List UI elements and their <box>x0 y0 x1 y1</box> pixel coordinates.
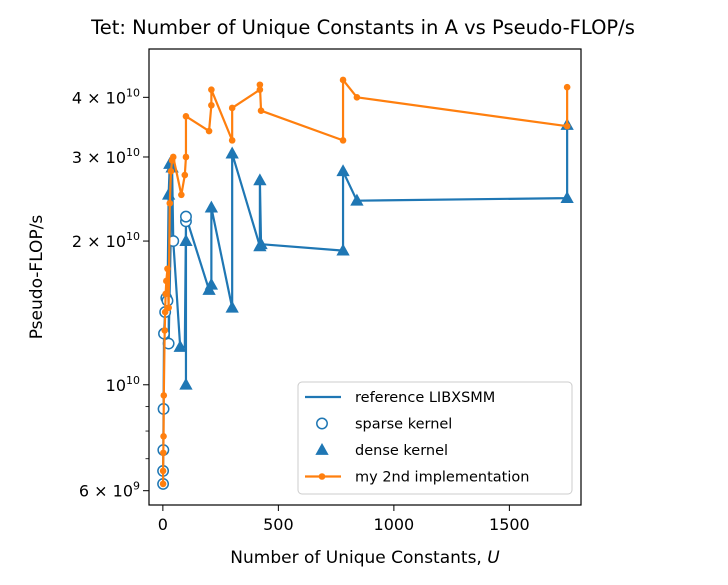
implementation-point <box>178 191 185 199</box>
implementation-point <box>339 137 347 144</box>
legend: reference LIBXSMM sparse kernel dense kern… <box>297 381 573 495</box>
dense-point <box>336 243 350 256</box>
axes-frame <box>148 48 582 506</box>
dense-point <box>204 277 219 290</box>
implementation-point <box>208 86 215 93</box>
y-tick-label: 3 × 1010 <box>72 146 140 167</box>
implementation-point <box>182 113 190 120</box>
implementation-point <box>159 480 167 488</box>
implementation-point <box>165 304 172 312</box>
implementation-point <box>167 167 175 175</box>
x-tick-label: 500 <box>263 515 294 534</box>
dense-point <box>225 146 239 159</box>
implementation-point <box>161 327 169 334</box>
implementation-point <box>208 101 215 109</box>
implementation-point <box>160 392 168 399</box>
implementation-point <box>563 83 571 91</box>
series-layer <box>157 76 574 490</box>
implementation-point <box>162 290 169 298</box>
dense-point <box>350 193 364 206</box>
dense-point <box>204 200 219 213</box>
y-tick-label: 4 × 1010 <box>72 86 140 107</box>
x-axis: 0 500 1000 1500 <box>158 505 530 534</box>
dense-point <box>225 300 239 313</box>
y-tick-label: 1010 <box>106 374 140 395</box>
dense-point <box>254 237 268 250</box>
implementation-point <box>160 432 167 440</box>
implementation-point <box>228 137 236 144</box>
sparse-point <box>180 210 192 223</box>
implementation-point <box>164 265 171 273</box>
implementation-point <box>563 122 571 130</box>
legend-box <box>297 381 573 495</box>
dense-point <box>336 164 350 177</box>
dense-point <box>253 173 267 186</box>
x-tick-label: 1500 <box>489 515 530 534</box>
y-tick-label: 6 × 109 <box>79 480 140 501</box>
dense-point <box>179 234 193 246</box>
legend-label: dense kernel <box>355 443 448 459</box>
legend-dot-swatch <box>318 473 326 480</box>
implementation-point <box>256 81 264 89</box>
x-axis-label-text: Number of Unique Constants, <box>230 548 487 568</box>
y-tick-label: 2 × 1010 <box>72 230 140 251</box>
implementation-point <box>353 94 361 101</box>
dense-point <box>161 187 176 200</box>
implementation-point <box>166 199 174 207</box>
legend-triangle-swatch <box>315 443 329 455</box>
dense-point <box>173 339 187 352</box>
legend-label: sparse kernel <box>355 417 452 433</box>
legend-label: reference LIBXSMM <box>355 390 495 406</box>
sparse-point <box>167 235 180 248</box>
chart-title: Tet: Number of Unique Constants in A vs … <box>90 16 635 39</box>
legend-label: my 2nd implementation <box>355 470 529 486</box>
legend-circle-swatch <box>316 417 328 430</box>
implementation-point <box>182 153 190 161</box>
x-axis-label-variable: U <box>487 548 500 568</box>
implementation-point <box>181 171 189 179</box>
dense-point <box>560 191 574 204</box>
y-axis-label: Pseudo-FLOP/s <box>27 215 47 340</box>
x-tick-label: 1000 <box>374 515 415 534</box>
implementation-point <box>159 467 167 475</box>
implementation-point <box>163 277 170 285</box>
implementation-point <box>205 127 213 135</box>
dense-point <box>179 377 193 390</box>
x-tick-label: 0 <box>158 515 168 534</box>
implementation-point <box>257 107 265 115</box>
x-axis-label: Number of Unique Constants, U <box>230 548 500 568</box>
implementation-point <box>169 153 177 161</box>
implementation-point <box>256 86 264 93</box>
implementation-point <box>228 104 236 112</box>
implementation-point <box>160 449 167 457</box>
implementation-point <box>339 76 347 84</box>
y-axis: 6 × 109 1010 2 × 1010 3 × 1010 4 × 1010 <box>72 86 149 501</box>
